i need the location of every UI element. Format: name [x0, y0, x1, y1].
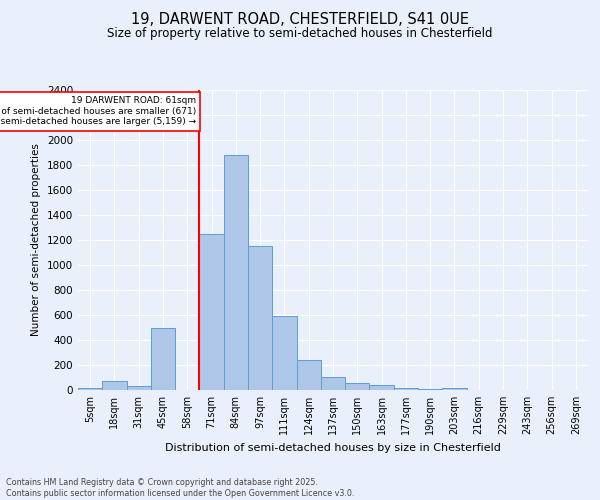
Bar — [224, 155, 248, 390]
Bar — [418, 389, 442, 390]
Text: 19, DARWENT ROAD, CHESTERFIELD, S41 0UE: 19, DARWENT ROAD, CHESTERFIELD, S41 0UE — [131, 12, 469, 28]
Bar — [370, 385, 394, 390]
Text: Size of property relative to semi-detached houses in Chesterfield: Size of property relative to semi-detach… — [107, 28, 493, 40]
X-axis label: Distribution of semi-detached houses by size in Chesterfield: Distribution of semi-detached houses by … — [165, 442, 501, 452]
Bar — [78, 388, 102, 390]
Text: 19 DARWENT ROAD: 61sqm
← 11% of semi-detached houses are smaller (671)
87% of se: 19 DARWENT ROAD: 61sqm ← 11% of semi-det… — [0, 96, 196, 126]
Bar — [199, 234, 224, 390]
Bar — [248, 246, 272, 390]
Bar — [345, 382, 370, 390]
Bar — [321, 376, 345, 390]
Bar — [394, 388, 418, 390]
Bar — [296, 360, 321, 390]
Bar — [127, 386, 151, 390]
Bar — [442, 388, 467, 390]
Y-axis label: Number of semi-detached properties: Number of semi-detached properties — [31, 144, 41, 336]
Text: Contains HM Land Registry data © Crown copyright and database right 2025.
Contai: Contains HM Land Registry data © Crown c… — [6, 478, 355, 498]
Bar — [151, 328, 175, 390]
Bar — [102, 380, 127, 390]
Bar — [272, 316, 296, 390]
